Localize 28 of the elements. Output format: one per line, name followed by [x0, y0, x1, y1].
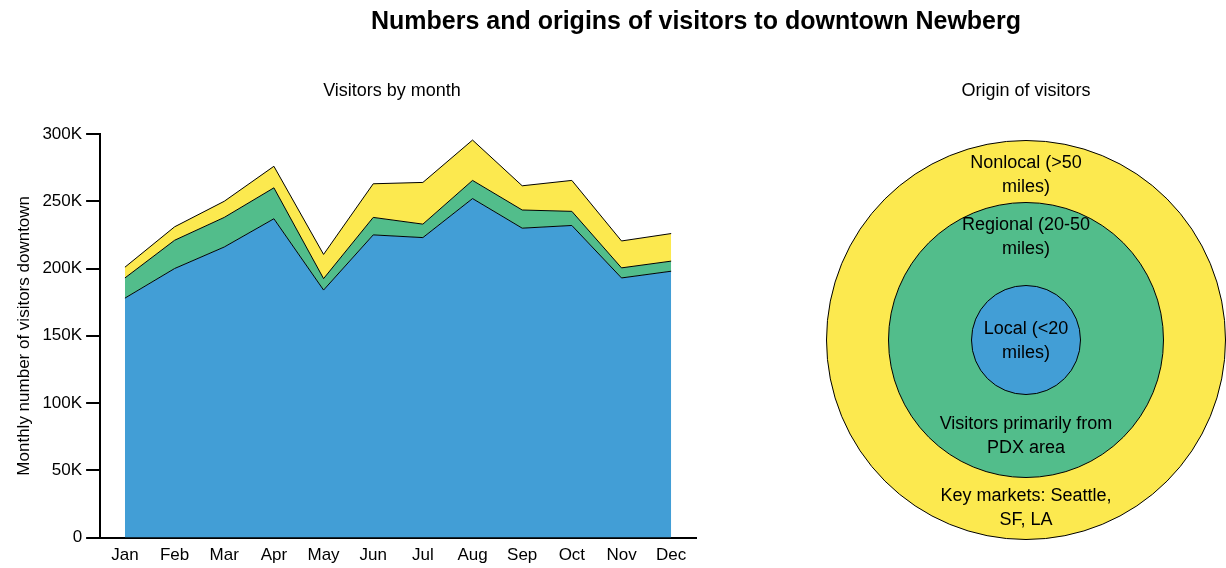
y-axis-title: Monthly number of visitors downtown — [13, 195, 33, 476]
x-tick-label: Nov — [606, 545, 638, 565]
text: Nonlocal (>50 miles) — [969, 151, 1083, 198]
y-tick-label: 300K — [42, 123, 83, 143]
y-tick-label: 50K — [51, 460, 83, 480]
x-tick-label: Jun — [359, 545, 387, 565]
x-tick-label: Jan — [111, 545, 139, 565]
x-tick-label: Apr — [260, 545, 288, 565]
chart-subtitle: Visitors by month — [322, 80, 462, 101]
x-tick-label: Mar — [209, 545, 240, 565]
chart-title: Numbers and origins of visitors to downtown Newberg — [369, 6, 1022, 35]
y-tick-label: 200K — [42, 258, 83, 278]
text: Key markets: Seattle, SF, LA — [939, 484, 1113, 531]
x-tick-label: Jul — [412, 545, 434, 565]
x-tick-label: Oct — [558, 545, 586, 565]
y-tick-label: 100K — [42, 392, 83, 412]
y-tick-label: 0 — [72, 527, 83, 547]
x-tick-label: Aug — [457, 545, 488, 565]
y-tick-label: 150K — [42, 325, 83, 345]
x-tick-label: Sep — [507, 545, 538, 565]
text: Local (<20 miles) — [982, 317, 1070, 364]
x-tick-label: Feb — [159, 545, 190, 565]
x-tick-label: May — [307, 545, 341, 565]
x-tick-label: Dec — [656, 545, 687, 565]
text: Regional (20-50 miles) — [960, 213, 1092, 260]
y-tick-label: 250K — [42, 190, 83, 210]
text: Visitors primarily from PDX area — [938, 411, 1114, 459]
legend-title: Origin of visitors — [960, 80, 1092, 101]
